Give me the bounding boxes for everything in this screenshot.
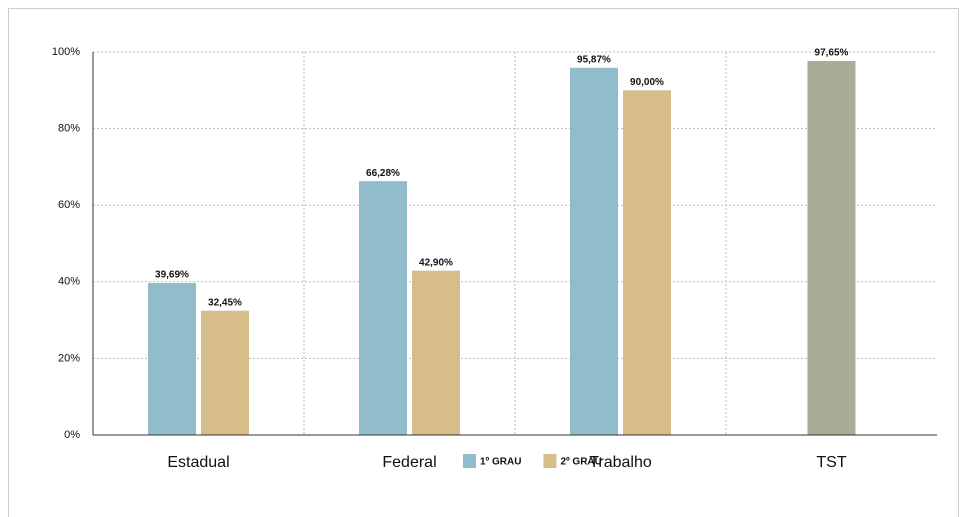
value-label: 97,65% — [815, 48, 849, 59]
y-tick-label: 20% — [58, 352, 80, 364]
x-tick-label: Federal — [382, 454, 436, 471]
legend-label: 2º GRAU — [560, 457, 601, 468]
x-tick-label: Trabalho — [589, 454, 652, 471]
bar — [201, 310, 249, 435]
x-tick-label: TST — [816, 454, 846, 471]
value-label: 95,87% — [577, 54, 611, 65]
legend-swatch — [543, 454, 557, 468]
y-tick-label: 100% — [52, 46, 80, 58]
legend-swatch — [463, 454, 476, 468]
bar — [623, 90, 671, 436]
value-label: 90,00% — [630, 77, 664, 88]
bar — [148, 282, 196, 435]
y-tick-label: 0% — [64, 429, 80, 441]
bar — [807, 61, 856, 436]
value-label: 32,45% — [208, 297, 242, 308]
value-label: 42,90% — [419, 257, 453, 268]
y-tick-label: 40% — [58, 276, 80, 288]
x-tick-label: Estadual — [167, 454, 229, 471]
value-label: 66,28% — [366, 168, 400, 179]
value-label: 39,69% — [155, 270, 189, 281]
bar — [570, 67, 618, 435]
bar — [412, 270, 460, 435]
y-tick-label: 60% — [58, 199, 80, 211]
bar — [359, 181, 407, 435]
frame — [8, 8, 959, 517]
legend-label: 1º GRAU — [480, 457, 521, 468]
y-tick-label: 80% — [58, 123, 80, 135]
